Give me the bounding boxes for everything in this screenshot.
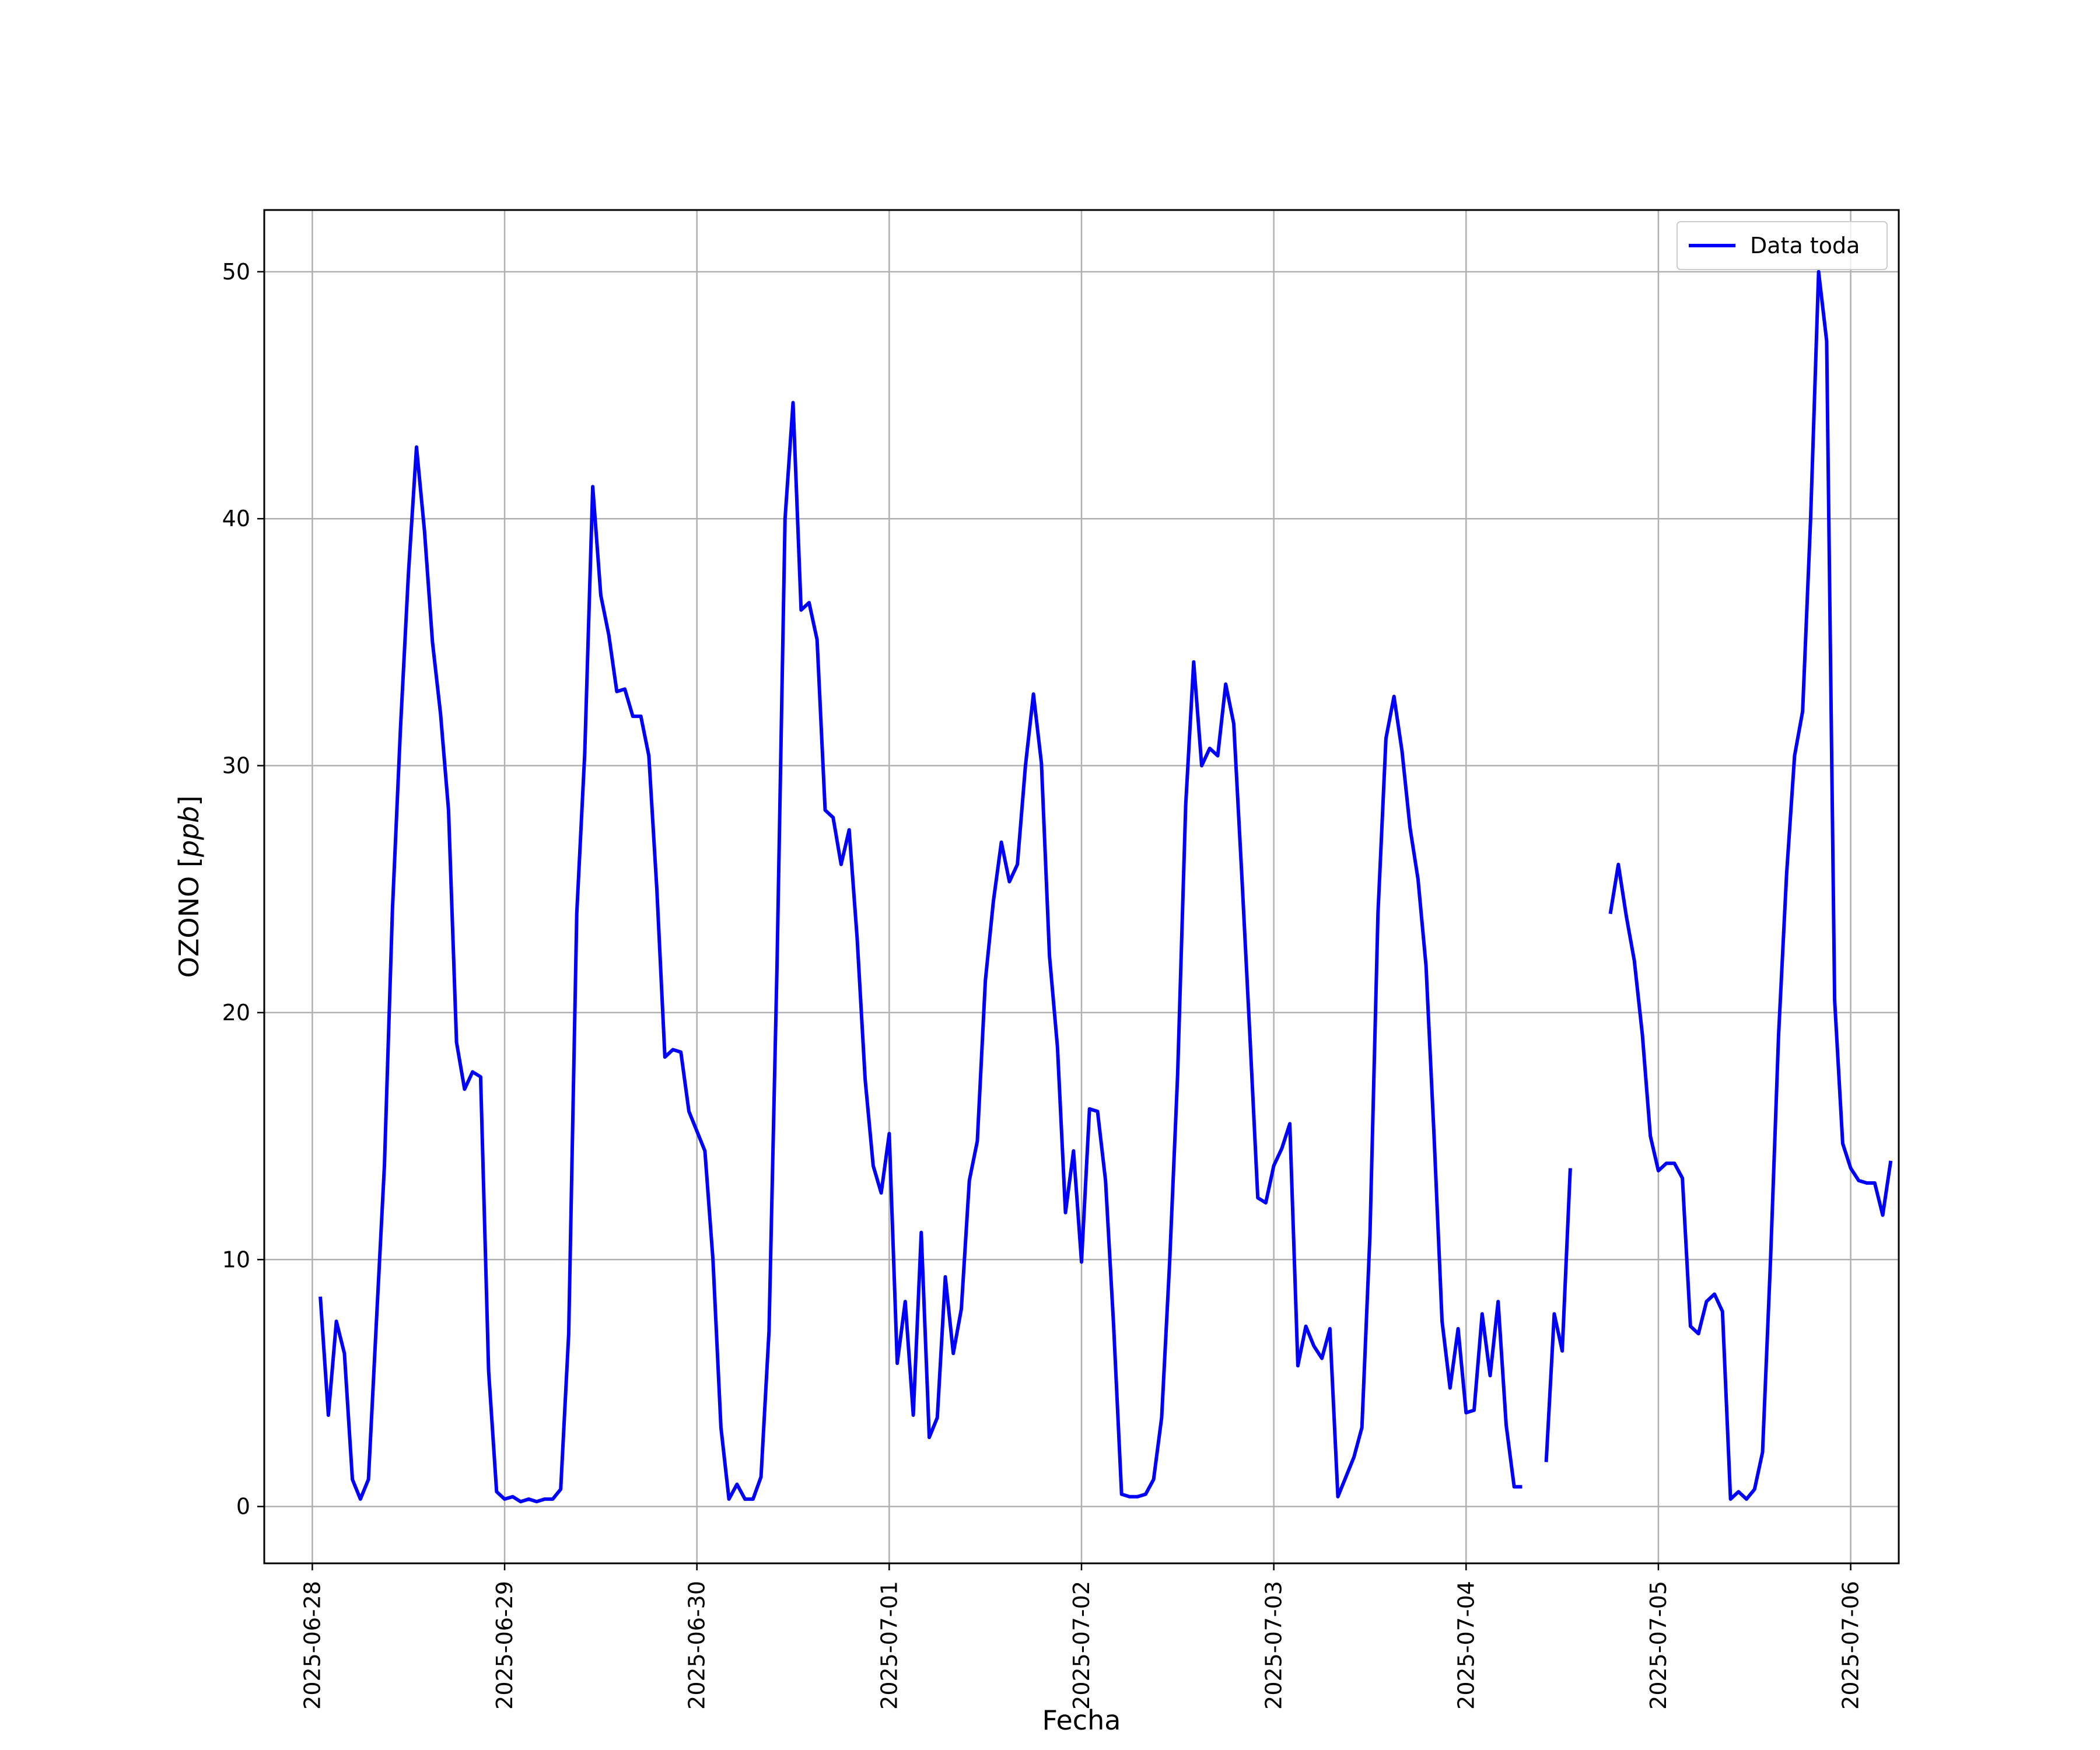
legend: Data toda xyxy=(1676,221,1888,270)
x-tick-label: 2025-07-01 xyxy=(876,1581,902,1710)
x-tick-label: 2025-07-04 xyxy=(1453,1581,1479,1710)
legend-box xyxy=(1676,221,1888,270)
y-axis-label-unit: ppb xyxy=(173,806,205,858)
y-axis-label-main: OZONO xyxy=(173,876,205,978)
x-tick-label: 2025-07-05 xyxy=(1646,1581,1671,1710)
axis-tick-labels: 2025-06-28 2025-06-29 2025-06-30 2025-07-01… xyxy=(222,259,1864,1710)
y-tick-label: 50 xyxy=(222,259,250,285)
x-tick-label: 2025-06-29 xyxy=(492,1581,517,1710)
y-axis-label: OZONO [ppb] xyxy=(173,796,205,978)
y-tick-label: 20 xyxy=(222,1000,250,1026)
y-tick-label: 30 xyxy=(222,753,250,779)
x-axis-label: Fecha xyxy=(1042,1704,1121,1736)
y-axis-label-bracket-close: ] xyxy=(173,796,205,806)
y-tick-label: 0 xyxy=(236,1494,250,1520)
y-tick-label: 10 xyxy=(222,1247,250,1272)
x-tick-label: 2025-07-03 xyxy=(1261,1581,1287,1710)
x-tick-label: 2025-07-02 xyxy=(1069,1581,1094,1710)
series-lines xyxy=(318,270,1893,1504)
x-tick-label: 2025-06-28 xyxy=(299,1581,325,1710)
legend-label: Data toda xyxy=(1750,233,1860,258)
y-tick-label: 40 xyxy=(222,506,250,531)
x-tick-label: 2025-06-30 xyxy=(684,1581,710,1710)
x-tick-label: 2025-07-06 xyxy=(1838,1581,1864,1710)
axis-ticks xyxy=(257,271,1852,1570)
series-line xyxy=(318,270,1893,1504)
y-axis-label-bracket-open: [ xyxy=(173,857,205,867)
